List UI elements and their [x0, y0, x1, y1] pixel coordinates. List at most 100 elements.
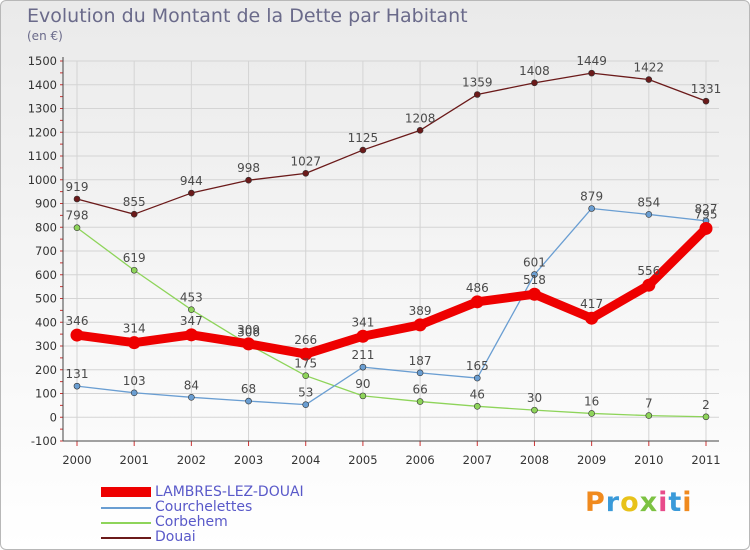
y-tick-label: 1100 — [28, 149, 57, 163]
series-line-douai — [76, 72, 707, 215]
data-label: 346 — [66, 314, 89, 328]
data-label: 53 — [298, 386, 313, 400]
data-label: 1359 — [462, 75, 493, 89]
data-point — [70, 328, 84, 342]
data-point — [188, 306, 195, 313]
data-label: 7 — [645, 397, 653, 411]
data-point — [531, 406, 538, 414]
logo-letter: i — [682, 487, 693, 518]
legend-item-lambres[interactable]: LAMBRES-LEZ-DOUAI — [101, 484, 361, 500]
data-point — [73, 382, 81, 390]
x-tick-label: 2008 — [520, 453, 549, 467]
data-label: 798 — [66, 209, 89, 223]
data-label: 266 — [294, 333, 317, 347]
data-point — [416, 127, 424, 134]
data-label: 827 — [695, 202, 718, 216]
data-point — [642, 278, 656, 292]
data-point — [359, 392, 367, 400]
x-tick-label: 2002 — [177, 453, 206, 467]
data-point — [245, 397, 252, 405]
data-label: 998 — [237, 161, 260, 175]
x-tick-labels: 2000 2001 2002 2003 2004 2005 2006 2007 2008 2009… — [62, 453, 720, 467]
series-line-courchelettes — [76, 207, 707, 406]
legend-item-douai[interactable]: Douai — [101, 529, 361, 545]
data-point — [130, 389, 138, 397]
data-label: 1331 — [691, 82, 722, 96]
x-tick-label: 2006 — [405, 453, 434, 467]
data-label: 556 — [637, 264, 660, 278]
data-point — [302, 372, 310, 379]
y-tick-label: 1200 — [28, 125, 57, 139]
logo-letter: x — [639, 487, 659, 518]
grid-lines — [63, 60, 719, 442]
data-point — [470, 295, 484, 309]
data-label: 175 — [294, 357, 317, 371]
data-point — [473, 91, 481, 98]
data-label: 30 — [527, 391, 542, 405]
y-tick-label: 700 — [35, 244, 57, 258]
data-point — [188, 189, 195, 197]
data-label: 211 — [351, 348, 374, 362]
logo-letter: o — [620, 487, 640, 518]
chart-title: Evolution du Montant de la Dette par Hab… — [27, 5, 468, 27]
data-label: 944 — [180, 174, 203, 188]
data-point — [130, 210, 138, 218]
data-point — [359, 146, 367, 154]
data-point — [702, 97, 710, 105]
data-label: 1449 — [576, 54, 607, 68]
data-label: 46 — [470, 387, 485, 401]
data-point — [356, 329, 370, 343]
x-tick-label: 2009 — [577, 453, 606, 467]
x-tick-label: 2011 — [691, 453, 720, 467]
y-tick-label: 100 — [35, 387, 57, 401]
data-point — [699, 221, 713, 235]
data-point — [73, 195, 81, 203]
data-label: 309 — [237, 323, 260, 337]
data-label: 389 — [409, 304, 432, 318]
data-label: 306 — [237, 326, 260, 340]
data-label: 879 — [580, 189, 603, 203]
y-tick-label: -100 — [31, 434, 57, 448]
y-tick-labels: -100 0 100 200 300 400 500 600 700 800 900 1000 1100… — [28, 54, 57, 448]
data-label: 453 — [180, 291, 203, 305]
data-point — [473, 374, 481, 382]
y-tick-label: 800 — [35, 220, 57, 234]
data-label: 314 — [123, 322, 146, 336]
data-label: 84 — [184, 378, 199, 392]
data-label: 16 — [584, 394, 599, 408]
legend-item-corbehem[interactable]: Corbehem — [101, 514, 361, 530]
data-label: 486 — [466, 281, 489, 295]
x-tick-label: 2001 — [120, 453, 149, 467]
data-point — [531, 79, 538, 87]
data-point — [645, 211, 653, 218]
y-tick-label: 300 — [35, 339, 57, 353]
data-point — [416, 398, 424, 405]
data-point — [302, 401, 310, 408]
legend-label: LAMBRES-LEZ-DOUAI — [155, 484, 304, 500]
legend-item-courchelettes[interactable]: Courchelettes — [101, 499, 361, 515]
data-label: 187 — [409, 354, 432, 368]
legend-swatch — [101, 522, 151, 524]
data-label: 1125 — [348, 131, 379, 145]
data-point — [416, 369, 424, 377]
data-label: 919 — [66, 180, 89, 194]
x-tick-label: 2003 — [234, 453, 263, 467]
y-tick-label: 900 — [35, 197, 57, 211]
data-label: 1408 — [519, 64, 550, 78]
y-tick-label: 0 — [50, 410, 57, 424]
proxiti-logo: Proxiti — [585, 487, 693, 518]
logo-letter: r — [605, 487, 621, 518]
x-tick-label: 2004 — [291, 453, 320, 467]
data-label: 68 — [241, 382, 256, 396]
data-label: 66 — [412, 383, 427, 397]
data-label: 795 — [695, 207, 718, 221]
legend: LAMBRES-LEZ-DOUAI Courchelettes Corbehem… — [101, 484, 361, 545]
logo-letter: i — [658, 487, 669, 518]
data-label: 131 — [66, 367, 89, 381]
data-label: 2 — [702, 398, 710, 412]
legend-swatch — [101, 507, 151, 509]
data-label: 619 — [123, 251, 146, 265]
data-label: 1027 — [290, 154, 321, 168]
data-label: 1422 — [634, 61, 665, 75]
